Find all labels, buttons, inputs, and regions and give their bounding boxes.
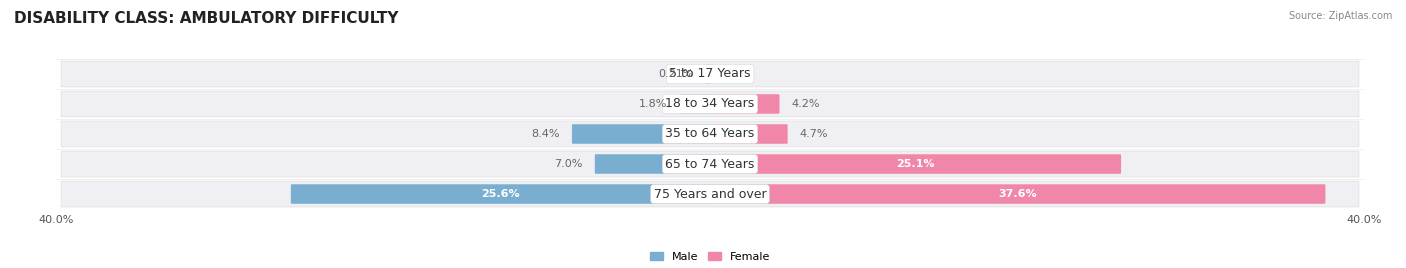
FancyBboxPatch shape xyxy=(595,154,711,174)
Text: 1.8%: 1.8% xyxy=(640,99,668,109)
Text: 35 to 64 Years: 35 to 64 Years xyxy=(665,128,755,140)
FancyBboxPatch shape xyxy=(60,151,1360,177)
FancyBboxPatch shape xyxy=(709,154,1121,174)
Legend: Male, Female: Male, Female xyxy=(645,248,775,266)
Text: 4.2%: 4.2% xyxy=(792,99,820,109)
Text: 25.1%: 25.1% xyxy=(896,159,935,169)
FancyBboxPatch shape xyxy=(60,121,1360,147)
FancyBboxPatch shape xyxy=(679,94,711,114)
Text: 0.21%: 0.21% xyxy=(658,69,693,79)
Text: 75 Years and over: 75 Years and over xyxy=(654,188,766,200)
Text: 65 to 74 Years: 65 to 74 Years xyxy=(665,158,755,170)
Text: Source: ZipAtlas.com: Source: ZipAtlas.com xyxy=(1288,11,1392,21)
Text: 5 to 17 Years: 5 to 17 Years xyxy=(669,68,751,80)
Text: 25.6%: 25.6% xyxy=(481,189,520,199)
FancyBboxPatch shape xyxy=(60,91,1360,117)
Text: 37.6%: 37.6% xyxy=(998,189,1036,199)
Text: 8.4%: 8.4% xyxy=(531,129,560,139)
FancyBboxPatch shape xyxy=(706,64,711,84)
FancyBboxPatch shape xyxy=(709,94,779,114)
Text: DISABILITY CLASS: AMBULATORY DIFFICULTY: DISABILITY CLASS: AMBULATORY DIFFICULTY xyxy=(14,11,398,26)
FancyBboxPatch shape xyxy=(291,184,711,204)
Text: 4.7%: 4.7% xyxy=(800,129,828,139)
FancyBboxPatch shape xyxy=(709,184,1326,204)
Text: 18 to 34 Years: 18 to 34 Years xyxy=(665,98,755,110)
FancyBboxPatch shape xyxy=(709,124,787,144)
FancyBboxPatch shape xyxy=(60,181,1360,207)
FancyBboxPatch shape xyxy=(60,61,1360,87)
FancyBboxPatch shape xyxy=(572,124,711,144)
Text: 7.0%: 7.0% xyxy=(554,159,582,169)
